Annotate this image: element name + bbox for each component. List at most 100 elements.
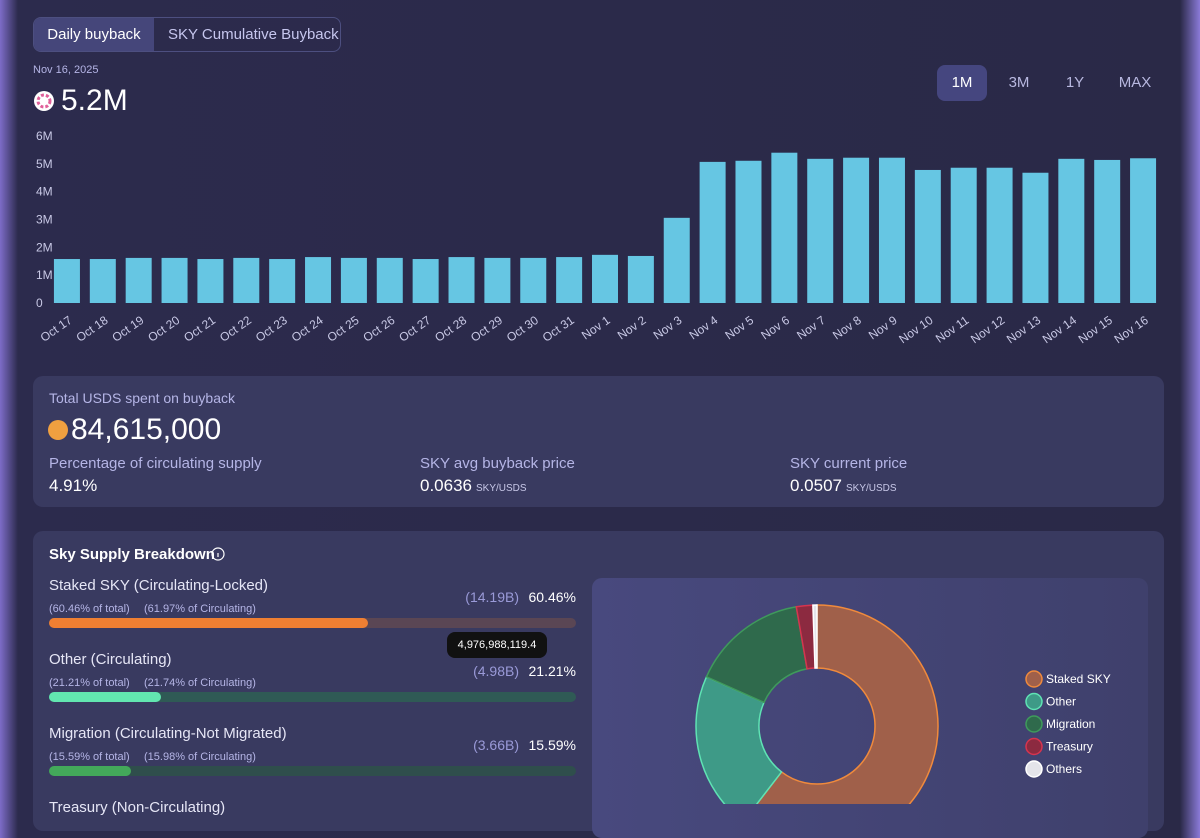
legend-label: Staked SKY — [1046, 672, 1111, 686]
bar — [914, 169, 941, 303]
x-tick-label: Nov 9 — [866, 313, 900, 343]
bar — [878, 157, 905, 303]
y-tick-label: 4M — [36, 185, 53, 199]
x-tick-label: Nov 15 — [1076, 313, 1115, 346]
y-tick-label: 3M — [36, 213, 53, 227]
item-sub: (15.59% of total) — [49, 751, 130, 763]
bar — [807, 158, 834, 303]
y-tick-label: 5M — [36, 157, 53, 171]
x-tick-label: Nov 10 — [896, 313, 935, 346]
x-tick-label: Oct 21 — [181, 313, 218, 345]
x-tick-label: Oct 30 — [504, 313, 541, 345]
x-tick-label: Oct 22 — [217, 313, 254, 345]
stat-number: 0.0507 — [790, 476, 842, 495]
bar-track — [49, 618, 576, 628]
stat-label: SKY avg buyback price — [420, 455, 575, 472]
legend-label: Others — [1046, 762, 1082, 776]
stat-value: 0.0636 SKY/USDS — [420, 476, 527, 496]
legend-label: Treasury — [1046, 740, 1093, 754]
bar — [520, 257, 547, 303]
item-percent: 60.46% — [528, 589, 576, 605]
bar — [89, 259, 116, 303]
bar — [950, 167, 977, 303]
info-icon[interactable] — [211, 547, 225, 561]
x-tick-label: Nov 12 — [968, 313, 1007, 346]
legend-swatch — [1025, 692, 1043, 711]
x-tick-label: Oct 19 — [109, 313, 146, 345]
x-tick-label: Oct 26 — [361, 313, 398, 345]
coin-icon — [48, 420, 68, 440]
bar — [269, 259, 296, 303]
x-tick-label: Nov 4 — [687, 313, 721, 343]
bar — [771, 152, 798, 303]
summary-card — [33, 376, 1164, 507]
item-amount: (3.66B) — [473, 737, 519, 753]
legend-swatch — [1025, 760, 1043, 778]
x-tick-label: Nov 7 — [794, 313, 828, 343]
item-amount: (14.19B) — [465, 589, 519, 605]
tooltip: 4,976,988,119.4 — [447, 632, 547, 658]
bar — [340, 257, 367, 303]
x-tick-label: Oct 28 — [432, 313, 469, 345]
item-sub: (61.97% of Circulating) — [144, 603, 256, 615]
bar — [412, 259, 439, 303]
bar-track — [49, 692, 576, 702]
stat-label: SKY current price — [790, 455, 908, 472]
bar — [663, 217, 690, 303]
headline: 5.2M — [61, 84, 128, 117]
item-name: Other (Circulating) — [49, 651, 172, 668]
stat-value: 4.91% — [49, 476, 98, 495]
x-tick-label: Oct 17 — [38, 313, 75, 345]
bar — [49, 692, 161, 702]
x-tick-label: Nov 3 — [651, 313, 685, 343]
x-tick-label: Nov 11 — [933, 313, 972, 346]
item-sub: (60.46% of total) — [49, 603, 130, 615]
x-tick-label: Nov 5 — [722, 313, 756, 343]
bar — [49, 766, 132, 776]
x-tick-label: Oct 20 — [145, 313, 182, 345]
x-tick-label: Oct 31 — [540, 313, 577, 345]
bar — [233, 257, 260, 303]
x-tick-label: Nov 2 — [615, 313, 649, 343]
bar — [1094, 159, 1121, 303]
legend-label: Other — [1046, 695, 1076, 709]
x-tick-label: Oct 27 — [396, 313, 433, 345]
item-amount: (4.98B) — [473, 663, 519, 679]
range-button[interactable]: 1Y — [1065, 74, 1085, 91]
y-tick-label: 2M — [36, 240, 53, 254]
tab-bar: Daily buyback SKY Cumulative Buyback — [33, 17, 341, 52]
y-tick-label: 0 — [36, 296, 43, 310]
stat-value: 0.0507 SKY/USDS — [790, 476, 897, 496]
bar — [53, 259, 80, 303]
range-button[interactable]: MAX — [1118, 74, 1152, 91]
bar-track — [49, 766, 576, 776]
stat-unit: SKY/USDS — [846, 483, 897, 494]
bar — [376, 257, 403, 303]
range-button[interactable]: 3M — [1008, 74, 1030, 91]
logo — [36, 93, 52, 109]
bar — [1130, 158, 1157, 303]
bar — [735, 160, 762, 303]
x-tick-label: Nov 8 — [830, 313, 864, 343]
x-tick-label: Oct 23 — [253, 313, 290, 345]
item-percent: 15.59% — [528, 737, 576, 753]
y-tick-label: 6M — [36, 129, 53, 143]
stat-number: 0.0636 — [420, 476, 472, 495]
x-tick-label: Oct 24 — [289, 313, 326, 345]
item-name: Staked SKY (Circulating-Locked) — [49, 577, 268, 594]
bar — [843, 157, 870, 303]
x-tick-label: Nov 6 — [758, 313, 792, 343]
tab[interactable]: SKY Cumulative Buyback — [168, 26, 339, 43]
range-button[interactable]: 1M — [937, 65, 987, 101]
item-sub: (21.74% of Circulating) — [144, 677, 256, 689]
tab[interactable]: Daily buyback — [34, 18, 154, 51]
bar — [627, 255, 654, 303]
legend-label: Migration — [1046, 717, 1095, 731]
item-sub: (21.21% of total) — [49, 677, 130, 689]
bar — [125, 257, 152, 303]
summary-title: Total USDS spent on buyback — [49, 390, 235, 406]
summary-total: 84,615,000 — [71, 413, 222, 446]
breakdown-title: Sky Supply Breakdown — [49, 546, 215, 563]
